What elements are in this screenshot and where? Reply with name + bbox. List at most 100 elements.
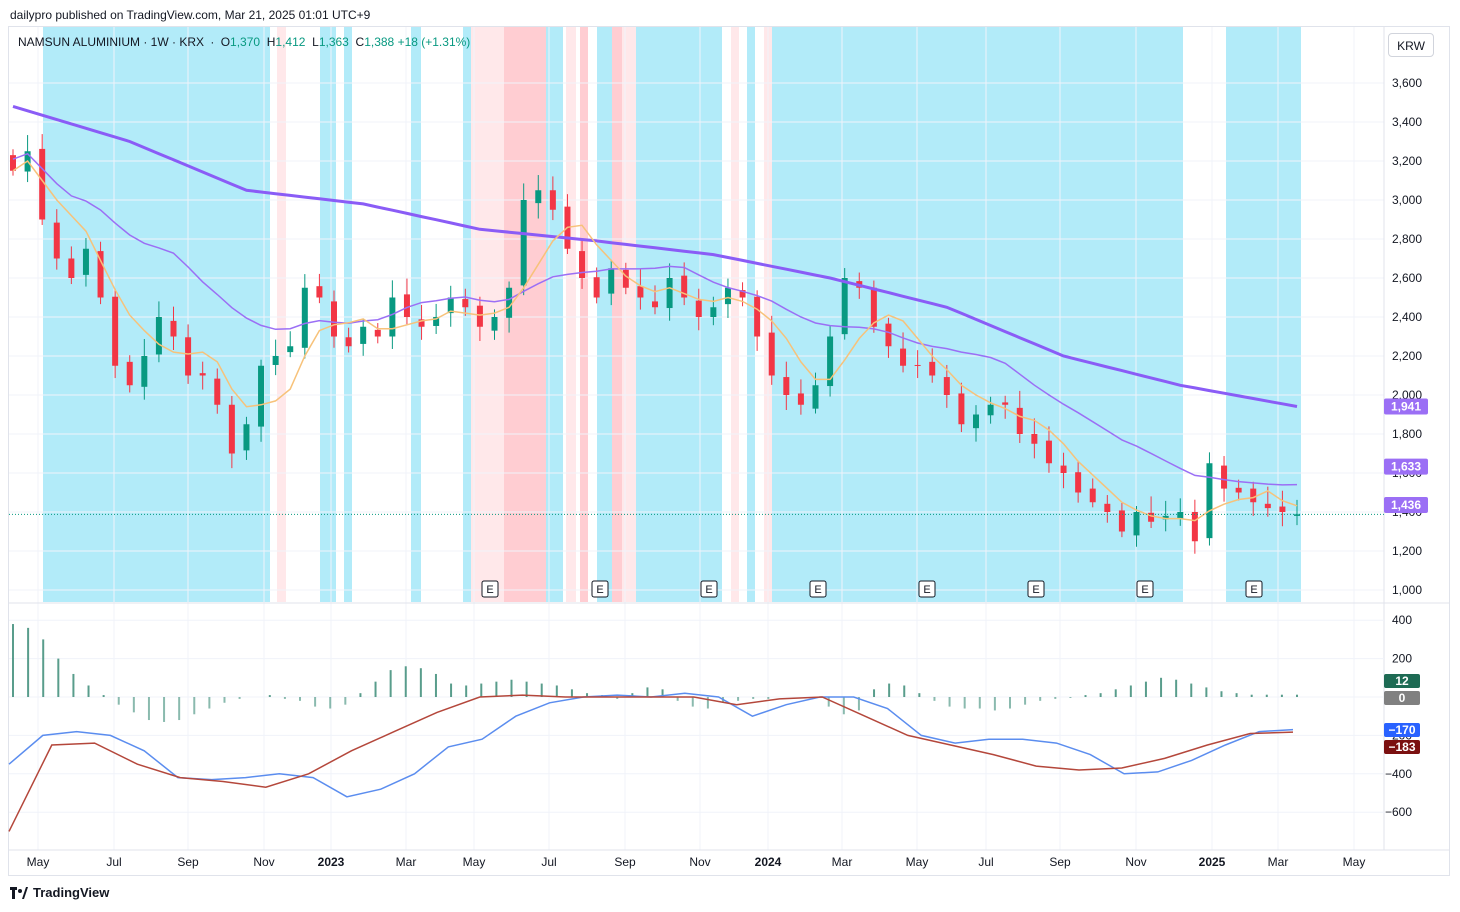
candle-body [987,404,994,416]
macd-value-label: −170 [1388,723,1415,737]
candle-body [1118,510,1125,532]
candle-body [1279,506,1286,512]
background-band [546,27,563,602]
background-band [612,27,622,602]
candle-body [1089,488,1096,503]
signal-value-label-bg [1384,740,1420,754]
candle-body [754,296,761,337]
legend-high-label: H [263,35,276,49]
candle-body [126,361,133,386]
candle-body [637,286,644,298]
candle-body [739,290,746,298]
candle-body [243,424,250,451]
ma-mid-line [12,152,1298,486]
candle-body [418,319,425,327]
candle-body [389,297,396,337]
candle-body [681,275,688,298]
candle-body [652,301,658,308]
background-band [772,27,1183,602]
candle-body [272,356,279,365]
candle-body [82,248,89,275]
candle-body [695,300,702,317]
candle-body [1060,465,1067,473]
candle-body [1206,463,1213,539]
earnings-marker: E [923,584,930,596]
currency-button[interactable]: KRW [1388,33,1434,57]
candle-body [258,365,265,427]
ma-fast-label: 1,436 [1391,498,1421,512]
candle-body [316,286,323,298]
candle-body [593,277,600,298]
time-tick-label: Jul [106,855,121,869]
candle-body [112,296,119,366]
candle-body [97,251,104,298]
time-tick-label: May [27,855,50,869]
candle-body [900,348,907,366]
candle-body [710,307,717,317]
background-band [43,27,270,602]
symbol-legend: NAMSUN ALUMINIUM · 1W · KRX · O1,370 H1,… [18,35,471,49]
time-tick-label: Mar [1268,855,1289,869]
candle-body [783,377,790,395]
candle-body [433,317,440,326]
candle-body [579,251,586,278]
candle-body [768,332,775,376]
candle-body [331,301,337,337]
time-tick-label: Jul [541,855,556,869]
background-band [747,27,755,602]
earnings-marker-box [809,580,827,598]
price-tick-label: 2,600 [1392,271,1422,285]
candle-body [287,346,294,353]
candle-body [827,336,834,387]
background-band [1226,27,1301,602]
earnings-marker-box [1245,580,1263,598]
legend-low: 1,363 [318,35,349,49]
publisher-line: dailypro published on TradingView.com, M… [10,8,371,22]
ma-short-line [12,159,1298,522]
candle-body [1075,472,1082,493]
candle-body [155,317,162,355]
candle-body [724,287,731,305]
candle-body [1177,512,1184,520]
ma-mid-label: 1,633 [1391,460,1421,474]
legend-low-label: L [308,35,319,49]
price-tick-label: 1,800 [1392,427,1422,441]
ma-slow-line [12,104,1298,408]
price-tick-label: 1,000 [1392,583,1422,597]
candle-body [1191,512,1198,542]
candle-body [447,297,454,314]
time-tick-label: May [1343,855,1366,869]
candle-body [929,361,936,376]
candle-body [39,148,46,220]
price-tick-label: 3,000 [1392,193,1422,207]
indicator-tick-label: −400 [1385,767,1412,781]
macd-value-label-bg [1384,723,1420,737]
time-tick-label: Mar [396,855,417,869]
background-band [566,27,576,602]
candle-body [841,278,848,335]
indicator-tick-label: 200 [1392,652,1412,666]
candle-body [549,190,556,210]
candle-body [1250,488,1257,503]
background-band [622,27,636,602]
price-tick-label: 2,800 [1392,232,1422,246]
footer-brand-label: TradingView [33,885,110,900]
background-band [411,27,421,602]
candle-body [1294,514,1300,516]
ma-slow-label-bg [1384,398,1428,415]
price-tick-label: 2,400 [1392,310,1422,324]
price-tick-label: 2,000 [1392,388,1422,402]
legend-open-label: O [220,35,231,49]
time-tick-label: Sep [614,855,636,869]
candle-body [462,299,469,308]
candle-body [608,268,615,294]
earnings-marker-box [700,580,718,598]
candle-body [1162,515,1169,520]
footer-brand[interactable]: TradingView [10,885,109,900]
candle-body [535,190,542,204]
background-band [320,27,336,602]
candle-body [345,337,352,347]
candle-body [1031,434,1038,444]
time-tick-label: Sep [1049,855,1071,869]
